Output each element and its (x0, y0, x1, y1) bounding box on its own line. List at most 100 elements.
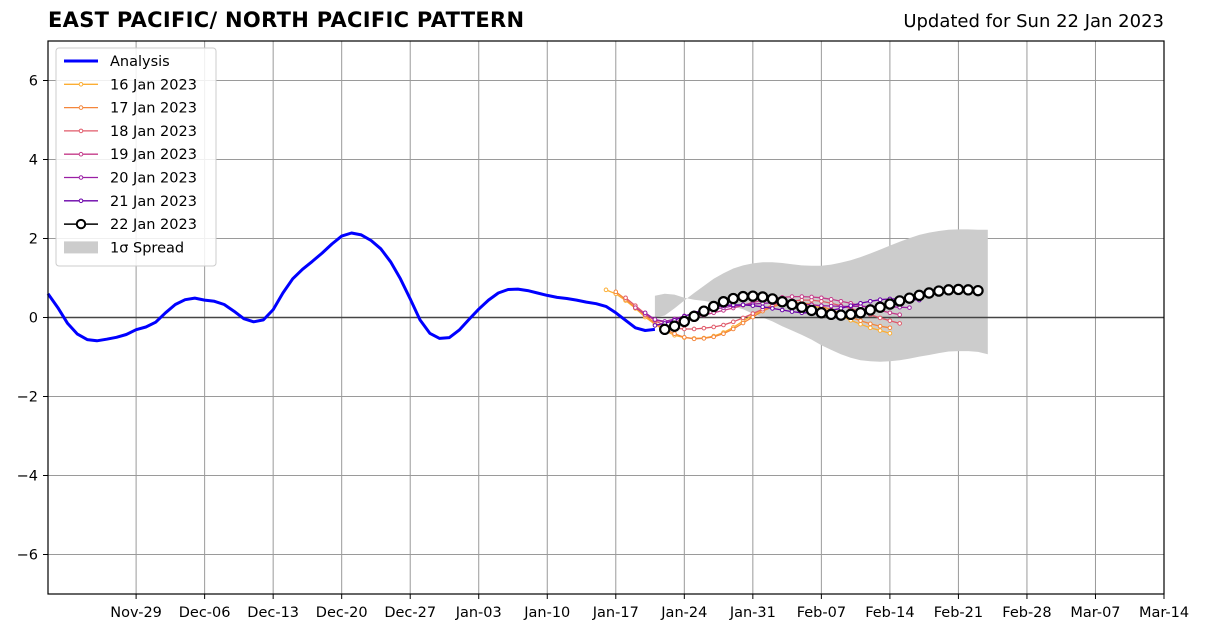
y-tick-label: −4 (17, 469, 38, 485)
legend-swatch-band (64, 241, 98, 254)
forecast-point (877, 328, 883, 333)
legend-label: 20 Jan 2023 (110, 171, 197, 187)
forecast-point (740, 302, 746, 308)
forecast-point (828, 303, 834, 309)
x-tick-label: Feb-14 (865, 605, 914, 621)
forecast-point (789, 309, 795, 314)
x-tick-label: Jan-17 (592, 605, 639, 621)
legend-swatch-marker (78, 151, 84, 157)
latest-forecast-point (854, 307, 867, 319)
forecast-point (887, 331, 893, 336)
y-tick-label: 6 (29, 74, 38, 90)
legend-swatch-marker (78, 198, 84, 204)
legend-label: 17 Jan 2023 (110, 101, 197, 117)
chart-title: EAST PACIFIC/ NORTH PACIFIC PATTERN (48, 8, 525, 32)
forecast-point (779, 307, 785, 313)
forecast-point (711, 324, 716, 330)
latest-forecast-point (972, 284, 984, 297)
latest-forecast-point (893, 295, 906, 307)
latest-forecast-point (825, 308, 837, 321)
latest-forecast-point (923, 287, 935, 299)
forecast-point (652, 323, 658, 328)
forecast-point (682, 334, 687, 340)
x-tick-label: Jan-10 (523, 605, 570, 621)
latest-forecast-point (835, 309, 847, 321)
series-layer (46, 231, 984, 343)
x-tick-label: Jan-03 (455, 605, 502, 621)
x-tick-label: Jan-24 (660, 605, 707, 621)
forecast-point (897, 321, 902, 326)
forecast-point (682, 326, 687, 332)
forecast-point (877, 297, 883, 303)
x-tick-label: Nov-29 (110, 605, 162, 621)
forecast-point (887, 318, 893, 323)
latest-forecast-point (678, 315, 691, 328)
latest-forecast-point (815, 307, 828, 319)
latest-forecast-point (903, 292, 916, 304)
forecast-point (858, 318, 863, 323)
forecast-point (897, 312, 902, 318)
x-tick-label: Feb-07 (797, 605, 846, 621)
forecast-point (868, 299, 873, 304)
latest-forecast-point (874, 301, 886, 313)
forecast-point (730, 326, 736, 332)
forecast-point (623, 295, 628, 301)
forecast-point (721, 322, 726, 328)
forecast-point (887, 325, 893, 331)
forecast-point (868, 325, 873, 331)
forecast-point (868, 321, 873, 327)
forecast-point (613, 289, 619, 295)
latest-forecast-point (698, 305, 710, 317)
latest-forecast-point (864, 304, 877, 316)
latest-forecast-point (688, 310, 700, 323)
y-tick-label: 4 (29, 153, 38, 169)
latest-forecast-point (766, 293, 779, 305)
legend-box (55, 47, 217, 267)
latest-forecast-point (776, 296, 788, 308)
legend-label: 19 Jan 2023 (110, 147, 197, 163)
latest-forecast-point (756, 291, 769, 303)
latest-forecast-point (942, 284, 955, 296)
x-tick-label: Dec-06 (179, 605, 231, 621)
x-tick-label: Jan-31 (729, 605, 776, 621)
forecast-point (642, 310, 648, 316)
latest-forecast-point (962, 284, 974, 296)
forecast-point (760, 304, 765, 310)
forecast-point (858, 300, 863, 306)
latest-forecast-point (805, 304, 818, 317)
legend-label: 18 Jan 2023 (110, 124, 197, 140)
latest-forecast-point (884, 298, 896, 310)
latest-forecast-point (952, 283, 965, 296)
forecast-point (770, 306, 775, 311)
forecast-point (877, 315, 883, 321)
forecast-point (701, 336, 707, 341)
legend-label: 16 Jan 2023 (110, 77, 197, 93)
x-tick-label: Dec-27 (384, 605, 436, 621)
forecast-point (887, 310, 893, 316)
y-tick-label: −6 (17, 548, 38, 564)
forecast-point (652, 317, 658, 322)
forecast-point (799, 294, 805, 299)
forecast-point (711, 334, 716, 340)
forecast-point (721, 331, 726, 336)
x-tick-label: Mar-14 (1139, 605, 1189, 621)
forecast-point (877, 323, 883, 329)
latest-forecast-point (727, 292, 739, 305)
y-tick-label: 2 (29, 232, 38, 248)
legend-swatch-marker (78, 128, 84, 134)
legend: Analysis 16 Jan 2023 17 Jan 2023 18 Jan 202… (55, 47, 217, 267)
latest-forecast-point (747, 290, 759, 302)
x-tick-label: Dec-20 (316, 605, 368, 621)
legend-label: Analysis (110, 54, 170, 70)
forecast-point (809, 294, 814, 300)
forecast-point (691, 326, 697, 332)
latest-forecast-point (707, 300, 720, 313)
legend-swatch-marker (78, 175, 84, 180)
legend-swatch-marker (78, 82, 84, 87)
latest-forecast-point (717, 296, 730, 308)
forecast-point (730, 319, 736, 325)
axes-layer: Nov-29 Dec-06 Dec-13 Dec-20 Dec-27 Jan-03 Jan-… (17, 40, 1189, 621)
forecast-point (848, 303, 854, 308)
forecast-point (838, 299, 844, 304)
forecast-point (789, 294, 795, 299)
